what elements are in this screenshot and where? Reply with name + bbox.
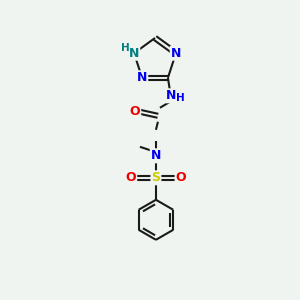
Text: N: N (137, 71, 147, 84)
Text: N: N (151, 149, 161, 162)
Text: N: N (129, 47, 139, 60)
Text: O: O (130, 105, 140, 118)
Text: H: H (176, 93, 184, 103)
Text: N: N (166, 89, 176, 102)
Text: N: N (171, 47, 181, 60)
Text: H: H (121, 43, 130, 53)
Text: O: O (126, 171, 136, 184)
Text: S: S (152, 171, 160, 184)
Text: O: O (176, 171, 186, 184)
